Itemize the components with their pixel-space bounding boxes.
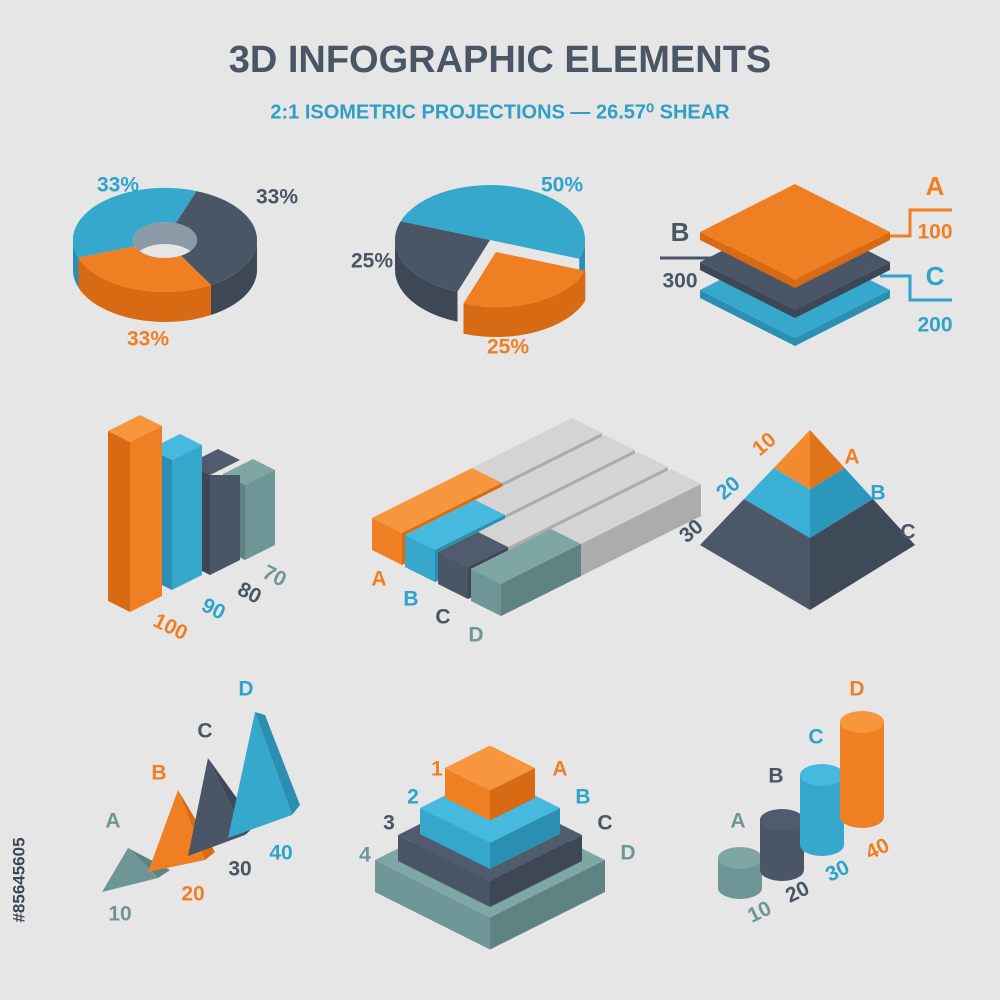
pyramid-letter: C (900, 521, 915, 544)
shape (398, 835, 490, 907)
peaks (102, 712, 300, 892)
shape (372, 518, 402, 565)
shape (471, 569, 501, 616)
step-number: 2 (407, 786, 419, 809)
peak-letter: B (151, 762, 166, 785)
peak-number: 40 (269, 842, 292, 865)
step-number: 1 (431, 758, 443, 781)
shape (490, 835, 582, 907)
layer-value: 200 (917, 314, 952, 337)
layer-letter: B (671, 217, 690, 247)
shape (438, 452, 668, 567)
peak-number: 10 (108, 903, 131, 926)
hbar-label: B (403, 588, 418, 611)
shape (445, 745, 535, 791)
cylinder-letter: B (768, 765, 783, 788)
layer-letter: C (926, 261, 945, 291)
donut-label: 33% (127, 328, 169, 351)
cylinder-body (800, 775, 844, 856)
pyramid (700, 430, 915, 610)
steps (375, 745, 605, 950)
shape (490, 768, 535, 821)
pie-label: 50% (541, 174, 583, 197)
cylinder-letter: A (730, 810, 745, 833)
hbar-label: A (371, 568, 386, 591)
shape (490, 860, 605, 950)
shape (438, 552, 468, 599)
shape (490, 808, 560, 869)
step-letter: D (620, 842, 635, 865)
donut-label: 33% (256, 186, 298, 209)
cylinder-top (760, 809, 804, 831)
layer-letter: A (926, 171, 945, 201)
donut (72, 187, 258, 322)
cylinder-top (718, 847, 762, 869)
shape (438, 532, 508, 567)
cylinder-body (840, 722, 884, 828)
layer-value: 300 (662, 270, 697, 293)
shape (372, 468, 502, 533)
stock-id: #85645605 (9, 837, 28, 922)
step-letter: A (552, 758, 567, 781)
cylinder-body (718, 858, 762, 899)
peak-number: 20 (181, 883, 204, 906)
pyramid-letter: A (844, 446, 859, 469)
hbar-label: D (468, 624, 483, 647)
peak-letter: C (197, 720, 212, 743)
horizontal-bars (372, 418, 701, 616)
cylinder-letter: D (849, 678, 864, 701)
cylinder-top (840, 711, 884, 733)
step-letter: B (575, 786, 590, 809)
shape (501, 544, 581, 616)
pie-label: 25% (487, 336, 529, 359)
step-number: 3 (383, 812, 395, 835)
shape (375, 860, 490, 950)
peak-letter: A (105, 810, 120, 833)
layers (660, 184, 952, 346)
pie-label: 25% (351, 250, 393, 273)
peak-letter: D (238, 678, 253, 701)
cylinders (718, 711, 884, 899)
shape (471, 529, 581, 584)
subtitle: 2:1 ISOMETRIC PROJECTIONS — 26.57⁰ SHEAR (270, 101, 730, 123)
shape (405, 500, 505, 550)
title: 3D INFOGRAPHIC ELEMENTS (229, 39, 772, 81)
layer-value: 100 (917, 221, 952, 244)
cylinder-letter: C (808, 726, 823, 749)
bars (108, 415, 275, 612)
pyramid-letter: B (870, 482, 885, 505)
peak-number: 30 (228, 858, 251, 881)
donut-label: 33% (97, 174, 139, 197)
shape (405, 535, 435, 582)
cylinder-body (760, 820, 804, 881)
shape (420, 808, 490, 869)
step-number: 4 (359, 844, 371, 867)
step-letter: C (597, 812, 612, 835)
cylinder-top (800, 764, 844, 786)
hbar-label: C (435, 606, 450, 629)
shape (445, 768, 490, 821)
pie (394, 185, 586, 338)
